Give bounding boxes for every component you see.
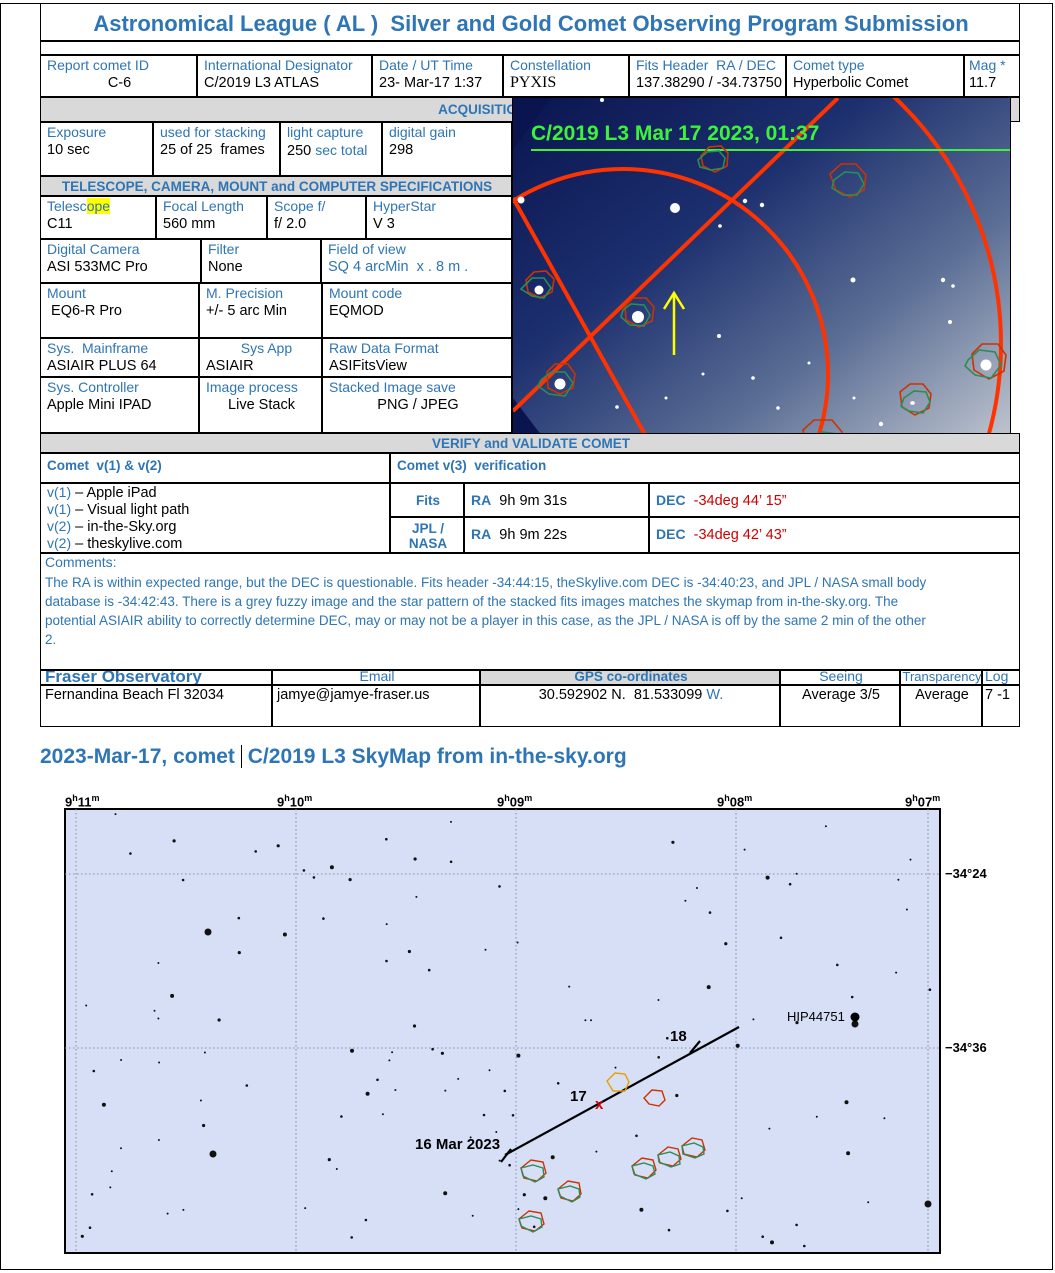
svg-text:x: x (595, 1096, 604, 1113)
svg-text:HIP44751: HIP44751 (787, 1009, 845, 1024)
svg-text:17: 17 (570, 1088, 587, 1105)
svg-text:18: 18 (670, 1028, 687, 1045)
svg-text:16 Mar 2023: 16 Mar 2023 (415, 1136, 500, 1153)
svg-text:C/2019 L3 Mar 17 2023, 01:37: C/2019 L3 Mar 17 2023, 01:37 (531, 122, 819, 145)
